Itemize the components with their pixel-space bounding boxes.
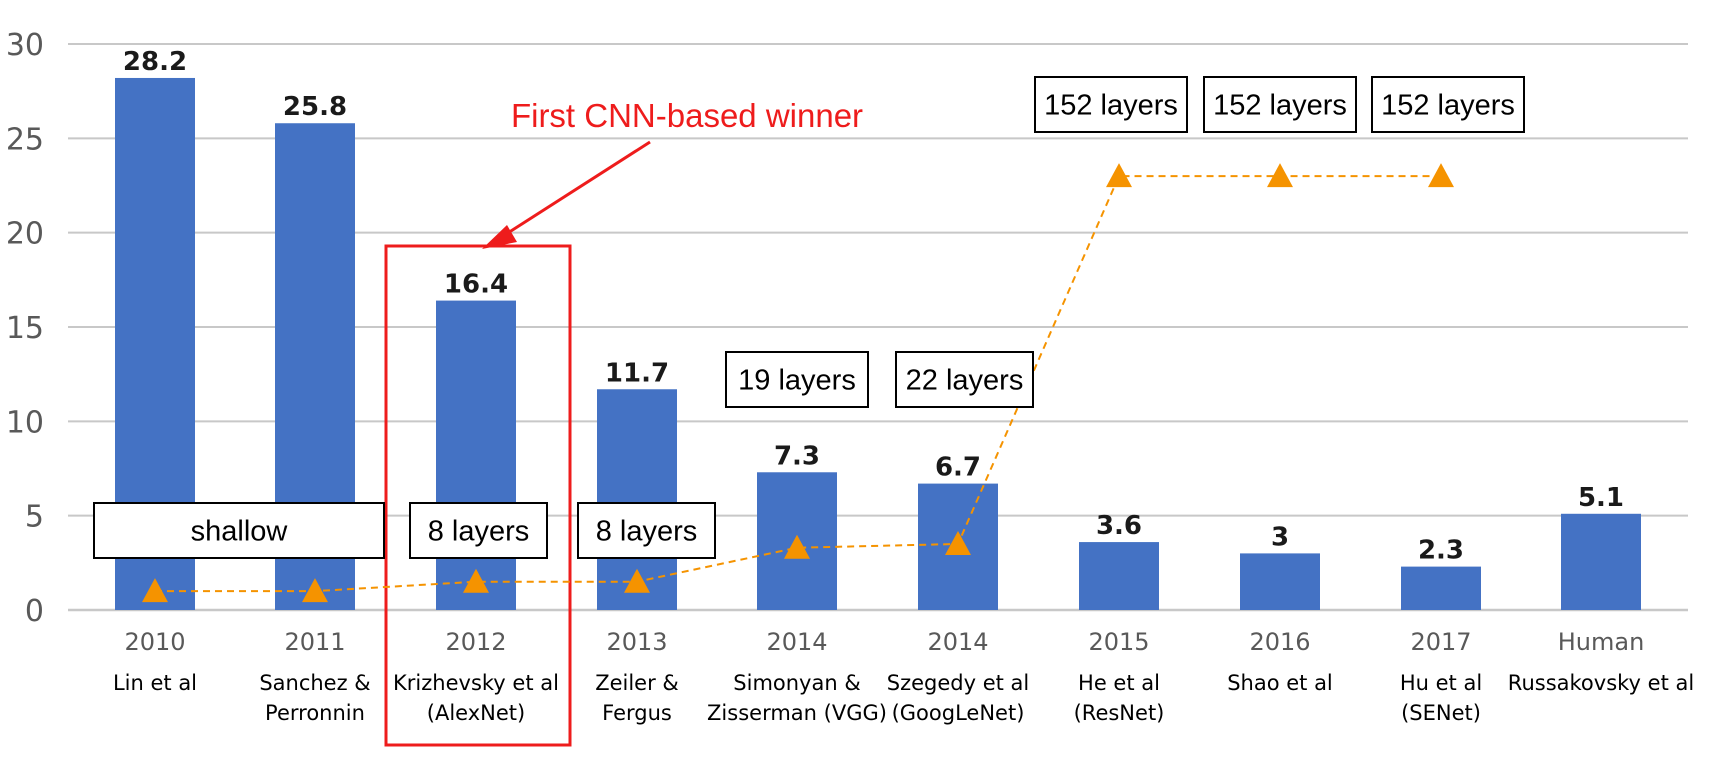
bar-value-label: 3: [1271, 522, 1289, 552]
x-author-label: Perronnin: [265, 701, 365, 725]
x-author-label: Hu et al: [1400, 671, 1482, 695]
depth-label: 152 layers: [1381, 90, 1515, 122]
highlight-box: [384, 244, 572, 747]
depth-label: 22 layers: [906, 365, 1024, 397]
y-tick-label: 0: [25, 594, 44, 629]
x-author-label: Shao et al: [1227, 671, 1333, 695]
depth-label-box: [725, 351, 869, 408]
value-labels: 28.2 25.8 16.4 11.7 7.3 6.7 3.6 3 2.3 5.1: [123, 47, 1624, 566]
depth-trend-marker: [624, 568, 650, 593]
bar: [1240, 553, 1320, 610]
x-year-label: 2016: [1249, 628, 1310, 656]
bar-value-label: 3.6: [1096, 511, 1142, 541]
x-author-label: Szegedy et al: [887, 671, 1030, 695]
x-author-label: Zeiler &: [595, 671, 679, 695]
depth-trend-marker: [784, 534, 810, 559]
depth-trend-marker: [945, 530, 971, 556]
x-author-label: Fergus: [602, 701, 672, 725]
x-year-label: 2014: [766, 628, 827, 656]
x-author-label: Simonyan &: [733, 671, 860, 695]
depth-trend-marker: [142, 578, 168, 603]
y-tick-label: 15: [6, 311, 44, 346]
x-year-label: 2010: [124, 628, 185, 656]
winner-annotation: First CNN-based winner: [482, 97, 863, 249]
x-author-label: (GoogLeNet): [892, 701, 1025, 725]
y-axis-ticks: 0 5 10 15 20 25 30: [6, 28, 44, 629]
depth-label-box: [1371, 76, 1525, 133]
winner-arrow-line: [499, 140, 651, 240]
winner-annotation-text: First CNN-based winner: [511, 97, 863, 134]
bar-value-label: 5.1: [1578, 483, 1624, 513]
x-year-label: 2015: [1088, 628, 1149, 656]
y-tick-label: 20: [6, 217, 44, 252]
winner-arrow-head: [482, 225, 517, 249]
depth-label: 19 layers: [738, 365, 856, 397]
depth-trend-marker: [1428, 163, 1454, 188]
alexnet-highlight: [384, 244, 572, 747]
bar-value-label: 25.8: [283, 92, 347, 122]
x-year-label: 2012: [445, 628, 506, 656]
depth-label: 152 layers: [1044, 90, 1178, 122]
bar-value-label: 28.2: [123, 47, 187, 77]
depth-label-box: [577, 502, 716, 559]
bar: [1079, 542, 1159, 610]
x-axis-labels: 2010 Lin et al 2011 Sanchez & Perronnin 2012 K…: [113, 628, 1694, 725]
x-year-label: 2017: [1410, 628, 1471, 656]
bar-value-label: 7.3: [774, 441, 820, 471]
x-author-label: Zisserman (VGG): [707, 701, 887, 725]
depth-label: 152 layers: [1213, 90, 1347, 122]
y-tick-label: 30: [6, 28, 44, 63]
x-author-label: He et al: [1078, 671, 1160, 695]
x-author-label: Lin et al: [113, 671, 197, 695]
depth-label: shallow: [191, 516, 289, 548]
x-author-label: Sanchez &: [259, 671, 370, 695]
depth-trend-marker: [1106, 163, 1132, 188]
x-author-label: (SENet): [1401, 701, 1481, 725]
x-year-label: 2013: [606, 628, 667, 656]
bar-value-label: 16.4: [444, 270, 508, 300]
x-year-label: Human: [1558, 628, 1645, 656]
depth-label-box: [1034, 76, 1188, 133]
bar: [1401, 566, 1481, 610]
depth-trend-marker: [1267, 163, 1293, 188]
depth-labels: shallow 8 layers 8 layers 19 layers 22 layer…: [93, 76, 1525, 559]
depth-trend: [142, 163, 1454, 603]
bar: [436, 300, 516, 610]
x-author-label: Krizhevsky et al: [393, 671, 559, 695]
bar-value-label: 6.7: [935, 453, 981, 483]
depth-label-box: [93, 502, 385, 559]
depth-trend-marker: [302, 578, 328, 603]
y-tick-label: 25: [6, 122, 44, 157]
depth-label: 8 layers: [596, 516, 698, 548]
x-author-label: (ResNet): [1074, 701, 1165, 725]
y-tick-label: 5: [25, 500, 44, 535]
bar: [1561, 513, 1641, 610]
depth-trend-marker: [463, 568, 489, 593]
x-year-label: 2011: [284, 628, 345, 656]
bar-value-label: 11.7: [605, 358, 669, 388]
x-author-label: (AlexNet): [427, 701, 525, 725]
bar-value-label: 2.3: [1418, 536, 1464, 566]
depth-label: 8 layers: [428, 516, 530, 548]
depth-label-box: [895, 351, 1034, 408]
x-year-label: 2014: [927, 628, 988, 656]
depth-label-box: [409, 502, 548, 559]
y-tick-label: 10: [6, 405, 44, 440]
x-author-label: Russakovsky et al: [1508, 671, 1694, 695]
depth-label-box: [1203, 76, 1357, 133]
